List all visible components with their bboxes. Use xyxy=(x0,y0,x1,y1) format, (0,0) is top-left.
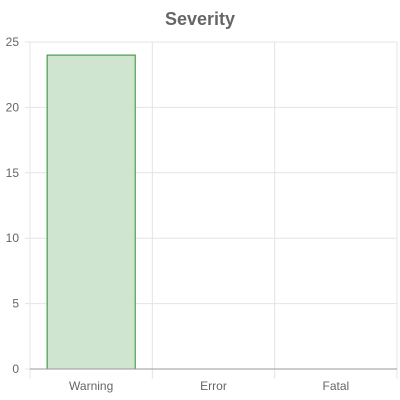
y-tick-label: 15 xyxy=(6,166,20,180)
y-tick-labels: 0 5 10 15 20 25 xyxy=(6,35,20,376)
y-tick-label: 0 xyxy=(12,362,19,376)
bars xyxy=(46,54,136,370)
chart-title: Severity xyxy=(164,9,236,29)
x-tick-labels: Warning Error Fatal xyxy=(69,379,349,393)
axes xyxy=(25,41,397,379)
x-tick-label: Warning xyxy=(69,379,113,393)
x-tick-label: Error xyxy=(200,379,227,393)
grid-lines xyxy=(30,41,398,379)
x-tick-label: Fatal xyxy=(322,379,349,393)
y-tick-label: 20 xyxy=(6,100,20,114)
bar-warning xyxy=(46,54,136,370)
y-tick-label: 25 xyxy=(6,35,20,49)
y-tick-label: 10 xyxy=(6,231,20,245)
y-tick-label: 5 xyxy=(12,297,19,311)
